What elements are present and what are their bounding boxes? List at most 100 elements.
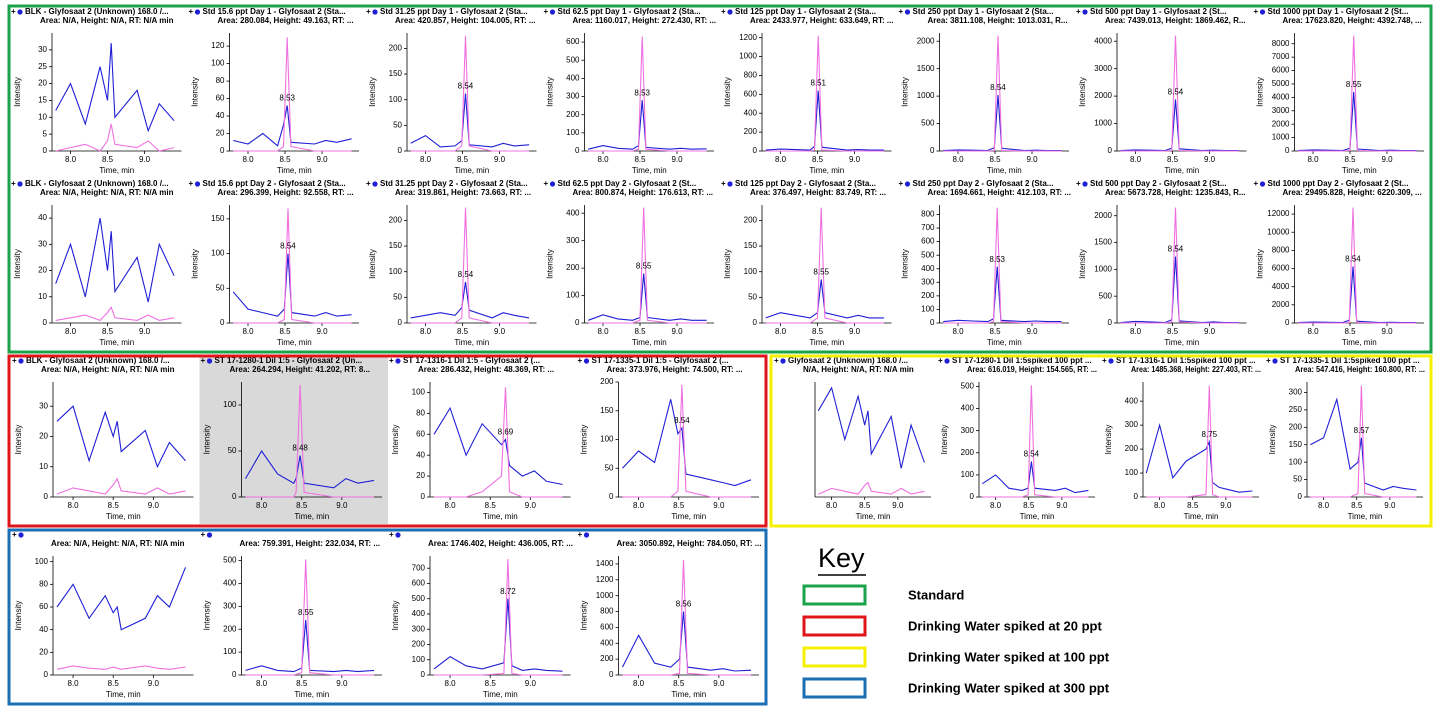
trace — [434, 387, 563, 498]
expand-icon: + — [12, 356, 17, 365]
y-tick-label: 300 — [1125, 420, 1139, 429]
y-tick-label: 100 — [744, 267, 758, 276]
x-tick-label: 8.0 — [420, 155, 432, 164]
x-axis-label: Time, min — [987, 338, 1022, 347]
x-tick-label: 9.0 — [713, 679, 725, 688]
peak-label: 8.55 — [636, 262, 652, 271]
x-tick-label: 8.0 — [256, 501, 268, 510]
y-tick-label: 400 — [921, 264, 935, 273]
expand-icon: + — [578, 356, 583, 365]
chromatogram-panel: + Std 125 ppt Day 1 - Glyfosaat 2 (Sta...… — [721, 7, 894, 175]
series-dot — [727, 9, 733, 15]
y-tick-label: 150 — [389, 69, 403, 78]
y-tick-label: 200 — [961, 448, 975, 457]
x-tick-label: 8.5 — [1351, 501, 1363, 510]
y-tick-label: 0 — [421, 492, 426, 501]
series-dot — [904, 9, 911, 15]
chromatogram-panel: + Area: 759.391, Height: 232.034, RT: ...… — [201, 530, 382, 699]
y-tick-label: 2000 — [1272, 300, 1290, 309]
y-tick-label: 0 — [1108, 318, 1113, 327]
y-tick-label: 0 — [1134, 492, 1139, 501]
x-tick-label: 8.0 — [256, 679, 268, 688]
x-tick-label: 8.5 — [485, 501, 497, 510]
y-tick-label: 200 — [744, 127, 758, 136]
panel-subtitle: Area: 420.857, Height: 104.005, RT: ... — [395, 16, 536, 25]
x-tick-label: 8.0 — [1130, 155, 1142, 164]
y-tick-label: 500 — [921, 250, 935, 259]
x-tick-label: 8.0 — [445, 679, 457, 688]
x-tick-label: 8.0 — [952, 155, 964, 164]
panel-subtitle: Area: 7439.013, Height: 1869.462, R... — [1105, 16, 1246, 25]
standard-box — [7, 4, 1433, 354]
y-tick-label: 1000 — [1094, 264, 1112, 273]
chromatogram-panel: + ST 17-1335-1 Dil 1:5 - Glyfosaat 2 (...… — [578, 356, 759, 521]
trace — [1120, 207, 1240, 324]
x-tick-label: 9.0 — [1026, 327, 1038, 336]
y-tick-label: 3000 — [1272, 106, 1290, 115]
y-axis-label: Intensity — [546, 249, 555, 279]
y-tick-label: 0 — [1108, 146, 1113, 155]
x-tick-label: 8.0 — [1154, 501, 1166, 510]
x-tick-label: 9.0 — [1204, 327, 1216, 336]
y-tick-label: 100 — [389, 267, 403, 276]
trace — [1146, 385, 1253, 498]
panel-subtitle: Area: 286.432, Height: 48.369, RT: ... — [418, 365, 554, 374]
y-tick-label: 0 — [44, 492, 49, 501]
y-axis-label: Intensity — [901, 249, 910, 279]
y-axis-label: Intensity — [191, 249, 200, 279]
series-dot — [395, 358, 401, 364]
x-axis-label: Time, min — [987, 166, 1022, 175]
trace — [588, 273, 707, 321]
y-tick-label: 400 — [566, 73, 580, 82]
y-tick-label: 300 — [566, 236, 580, 245]
panel-title: ST 17-1335-1 Dil 1:5spiked 100 ppt ... — [1280, 356, 1420, 365]
trace — [588, 36, 707, 152]
y-tick-label: 30 — [39, 401, 48, 410]
peak-label: 8.51 — [810, 79, 826, 88]
y-tick-label: 0 — [930, 318, 935, 327]
panel-subtitle: Area: 373.976, Height: 74.500, RT: ... — [607, 365, 743, 374]
x-axis-label: Time, min — [277, 338, 312, 347]
trace — [622, 611, 752, 672]
y-tick-label: 40 — [38, 213, 47, 222]
expand-icon: + — [366, 7, 371, 16]
x-tick-label: 9.0 — [148, 679, 160, 688]
y-tick-label: 100 — [35, 557, 49, 566]
trace — [1120, 99, 1240, 152]
y-tick-label: 0 — [44, 670, 49, 679]
y-tick-label: 8000 — [1272, 245, 1290, 254]
trace — [55, 43, 175, 133]
panel-subtitle: Area: 1485.368, Height: 227.403, RT: ... — [1131, 365, 1261, 374]
x-tick-label: 9.0 — [1381, 155, 1393, 164]
panel-subtitle: Area: 319.861, Height: 73.663, RT: ... — [395, 188, 531, 197]
x-tick-label: 9.0 — [139, 327, 151, 336]
y-tick-label: 10 — [38, 292, 47, 301]
x-tick-label: 8.0 — [775, 327, 787, 336]
100ppt-box — [769, 354, 1433, 528]
y-tick-label: 0 — [1298, 492, 1303, 501]
x-tick-label: 8.5 — [485, 679, 497, 688]
x-tick-label: 8.0 — [597, 327, 609, 336]
expand-icon: + — [366, 179, 371, 188]
y-tick-label: 300 — [223, 601, 237, 610]
series-dot — [780, 358, 786, 364]
trace — [1145, 422, 1253, 493]
panel-title: Std 31.25 ppt Day 1 - Glyfosaat 2 (Sta..… — [380, 7, 528, 16]
y-tick-label: 100 — [1289, 457, 1303, 466]
y-tick-label: 300 — [412, 624, 426, 633]
y-tick-label: 100 — [566, 291, 580, 300]
x-tick-label: 8.5 — [989, 327, 1001, 336]
expand-icon: + — [1102, 356, 1107, 365]
chromatogram-panel: + Std 15.6 ppt Day 1 - Glyfosaat 2 (Sta..… — [189, 7, 359, 175]
chromatogram-panel: + Std 125 ppt Day 2 - Glyfosaat 2 (Sta...… — [721, 179, 892, 347]
y-tick-label: 400 — [744, 108, 758, 117]
trace — [1120, 35, 1240, 152]
trace — [588, 100, 707, 150]
y-tick-label: 200 — [566, 110, 580, 119]
x-axis-label: Time, min — [671, 690, 706, 699]
peak-label: 8.53 — [279, 94, 295, 103]
y-tick-label: 500 — [412, 594, 426, 603]
trace — [233, 37, 352, 152]
y-tick-label: 200 — [600, 377, 614, 386]
panel-subtitle: Area: 3811.108, Height: 1013.031, R... — [928, 16, 1068, 25]
